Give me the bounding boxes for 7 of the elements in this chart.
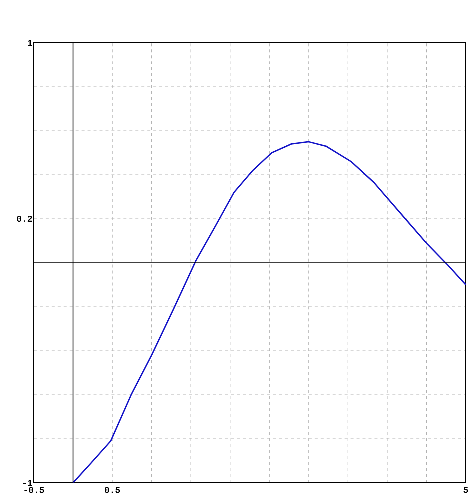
y-tick-label: -1	[23, 480, 32, 486]
line-series	[72, 141, 467, 484]
y-tick-label: 0.2	[17, 216, 32, 222]
x-tick-label: 5	[464, 487, 468, 494]
x-tick-label: 0.5	[104, 487, 120, 494]
y-tick-label: 1	[28, 40, 32, 46]
x-tick-label: -0.5	[24, 487, 44, 494]
